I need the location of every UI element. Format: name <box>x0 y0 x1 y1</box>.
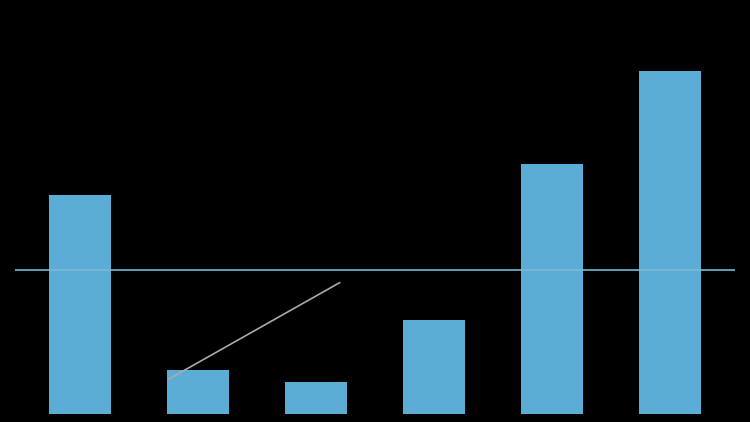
Bar <box>404 320 465 414</box>
Bar <box>521 164 583 414</box>
Bar <box>50 195 110 414</box>
Bar <box>285 382 346 414</box>
Bar <box>167 370 229 414</box>
Bar <box>640 71 700 414</box>
